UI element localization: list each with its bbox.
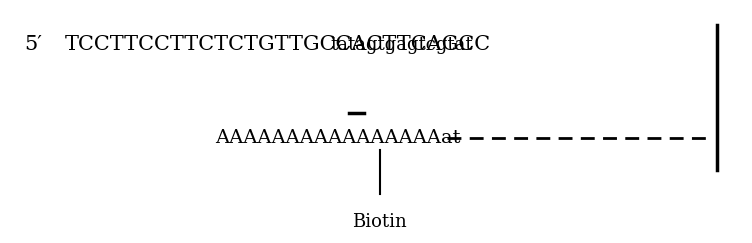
Text: tatagtgagtcgtat: tatagtgagtcgtat: [330, 36, 473, 54]
Text: 5′: 5′: [24, 35, 42, 54]
Text: AAAAAAAAAAAAAAAAat: AAAAAAAAAAAAAAAAat: [215, 129, 460, 147]
Text: Biotin: Biotin: [353, 213, 407, 231]
Text: TCCTTCCTTCTCTGTTGCCACTTCAGCC: TCCTTCCTTCTCTGTTGCCACTTCAGCC: [65, 35, 491, 54]
